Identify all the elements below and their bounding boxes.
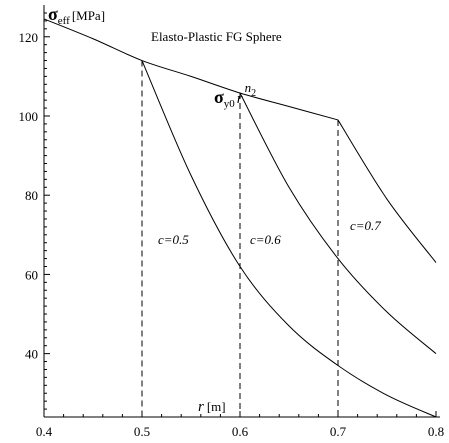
y-tick-label: 100 xyxy=(19,109,39,124)
series-yield-curve xyxy=(43,18,339,121)
series-label: c=0.6 xyxy=(250,232,281,247)
yield-curve-label: σy0 rn2 xyxy=(214,80,256,110)
y-tick-label: 40 xyxy=(25,347,38,362)
series-c-0-5 xyxy=(141,60,437,418)
x-label-unit: [m] xyxy=(207,399,226,414)
y-axis-label: σeff [MPa] xyxy=(48,4,105,27)
yield-exp-sub: 2 xyxy=(251,88,256,99)
yield-r: r xyxy=(237,91,243,107)
x-axis-label: r [m] xyxy=(198,399,226,415)
x-tick-label: 0.7 xyxy=(330,424,347,439)
x-tick-label: 0.8 xyxy=(428,424,444,439)
y-tick-label: 60 xyxy=(25,267,38,282)
chart-title: Elasto-Plastic FG Sphere xyxy=(151,29,282,44)
yield-sigma: σ xyxy=(214,87,224,107)
labels-group: c=0.5 c=0.6 c=0.7 Elasto-Plastic FG Sphere σ… xyxy=(48,4,381,415)
x-tick-label: 0.5 xyxy=(134,424,150,439)
x-label-symbol: r xyxy=(198,399,204,415)
y-label-symbol: σ xyxy=(48,4,58,24)
y-tick-label: 120 xyxy=(19,30,39,45)
series-label: c=0.5 xyxy=(158,232,189,247)
series-label: c=0.7 xyxy=(350,218,381,233)
x-tick-label: 0.4 xyxy=(36,424,53,439)
x-tick-label: 0.6 xyxy=(232,424,249,439)
y-label-unit: [MPa] xyxy=(72,8,105,23)
axes: 0.4 0.5 0.6 0.7 0.8 40 60 80 100 120 xyxy=(19,5,444,439)
series-c-0-7 xyxy=(337,119,437,263)
y-label-subscript: eff xyxy=(58,15,70,27)
series-group xyxy=(43,18,437,418)
yield-exp: n xyxy=(245,80,252,95)
yield-sub: y0 xyxy=(224,98,236,110)
y-tick-label: 80 xyxy=(25,188,38,203)
series-c-0-6 xyxy=(239,92,437,355)
